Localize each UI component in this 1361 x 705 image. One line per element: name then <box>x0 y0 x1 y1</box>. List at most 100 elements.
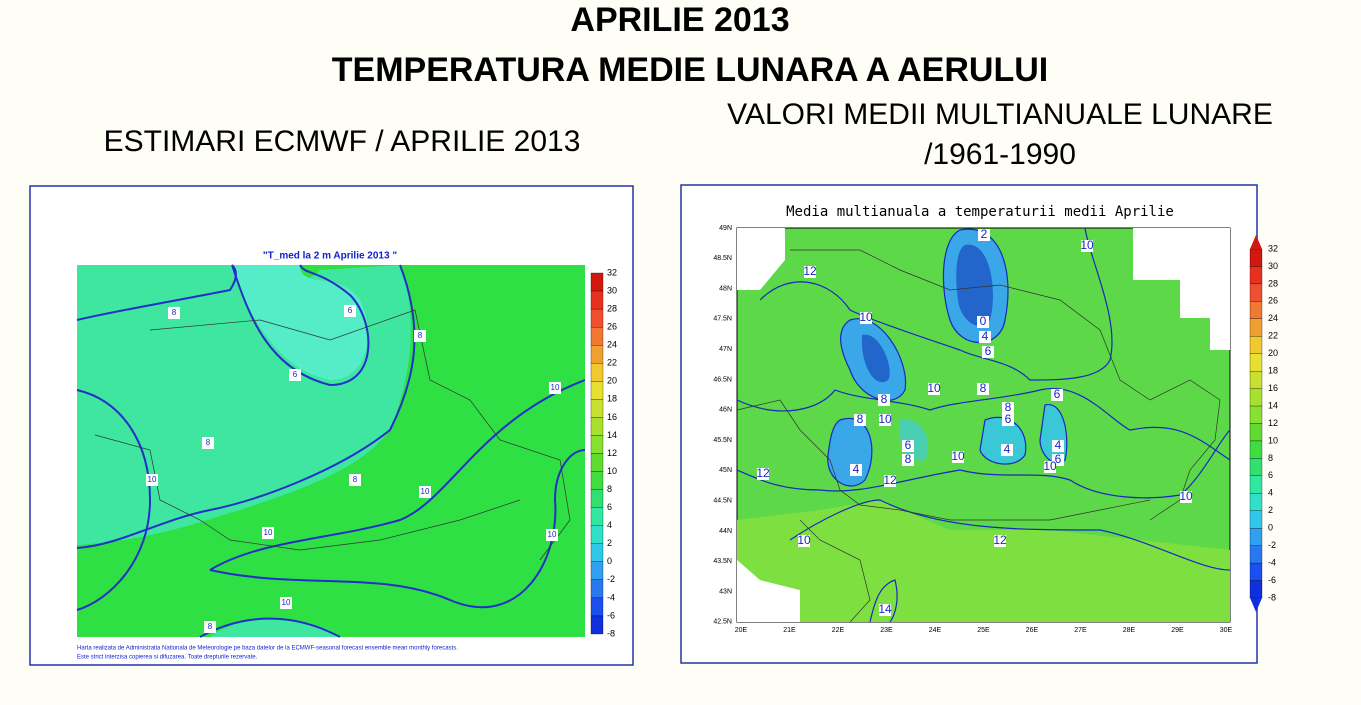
contour <box>827 417 873 487</box>
colorbar-cell <box>1249 545 1263 564</box>
lat-label: 47.5N <box>713 316 732 323</box>
contour-label: 8 <box>208 622 213 631</box>
colorbar-cell <box>1249 562 1263 581</box>
colorbar-cell <box>590 290 604 310</box>
colorbar-cell <box>590 471 604 490</box>
colorbar-label: 16 <box>607 412 617 422</box>
contour-label: 8 <box>418 331 423 340</box>
lon-label: 29E <box>1171 627 1184 634</box>
label-bg <box>204 621 216 633</box>
label-bg <box>419 486 431 498</box>
label-bg <box>1052 440 1064 452</box>
colorbar-cell <box>590 579 604 599</box>
colorbar-label: -6 <box>1268 575 1276 585</box>
contour-label: 0 <box>980 314 987 328</box>
contour-label: 8 <box>857 412 864 426</box>
colorbar-label: 4 <box>1268 488 1273 498</box>
lat-label: 49N <box>719 225 732 232</box>
label-bg <box>854 414 866 426</box>
colorbar-cell <box>590 363 604 382</box>
colorbar-label: 24 <box>1268 313 1278 323</box>
map-title: Media multianuala a temperaturii medii A… <box>786 204 1174 220</box>
colorbar-cell <box>590 543 604 562</box>
colorbar-cell <box>1249 388 1263 407</box>
colorbar-label: 28 <box>607 303 617 313</box>
colorbar-label: 12 <box>1268 418 1278 428</box>
label-bg <box>262 527 274 539</box>
contour-label: 10 <box>797 533 811 547</box>
region <box>737 500 1230 622</box>
label-bg <box>979 331 991 343</box>
no-data <box>737 228 785 290</box>
label-bg <box>878 394 890 406</box>
colorbar-cell <box>1249 318 1263 337</box>
no-data <box>737 560 800 622</box>
contour-label: 8 <box>172 308 177 317</box>
heading: VALORI MEDII MULTIANUALE LUNARE <box>727 98 1273 131</box>
colorbar-label: 32 <box>1268 243 1278 253</box>
colorbar-cell <box>590 507 604 526</box>
colorbar-label: 2 <box>607 538 612 548</box>
colorbar-cell <box>590 417 604 436</box>
colorbar-label: 2 <box>1268 505 1273 515</box>
contour-label: 4 <box>1055 438 1062 452</box>
label-bg <box>798 535 810 547</box>
colorbar-label: 30 <box>607 285 617 295</box>
contour-label: 6 <box>348 306 353 315</box>
label-bg <box>850 464 862 476</box>
colorbar-cell <box>1249 370 1263 389</box>
colorbar-label: 14 <box>607 430 617 440</box>
colorbar-cell <box>590 597 604 617</box>
colorbar-label: -4 <box>607 592 615 602</box>
contour-label: 8 <box>881 392 888 406</box>
contour-label: 10 <box>421 487 430 496</box>
label-bg <box>860 312 872 324</box>
contour-label: 14 <box>878 602 892 616</box>
contour-label: 6 <box>905 438 912 452</box>
label-bg <box>1002 414 1014 426</box>
colorbar-cell <box>590 326 604 346</box>
colorbar-cell <box>590 435 604 454</box>
colorbar-label: -6 <box>607 610 615 620</box>
no-data <box>1133 228 1230 350</box>
lon-label: 25E <box>977 627 990 634</box>
colorbar-label: 26 <box>607 322 617 332</box>
contour <box>209 379 586 571</box>
lat-label: 44N <box>719 528 732 535</box>
contour-label: 6 <box>1054 387 1061 401</box>
region <box>980 417 1026 465</box>
contour-label: 2 <box>981 227 988 241</box>
colorbar-label: 12 <box>607 448 617 458</box>
label-bg <box>202 437 214 449</box>
lon-label: 20E <box>735 627 748 634</box>
colorbar-label: 20 <box>607 376 617 386</box>
label-bg <box>884 475 896 487</box>
label-bg <box>146 474 158 486</box>
footnote: Este strict interzisa copierea si difuza… <box>77 655 258 661</box>
label-bg <box>549 382 561 394</box>
label-bg <box>978 229 990 241</box>
contour-label: 6 <box>1005 412 1012 426</box>
region <box>827 418 872 486</box>
label-bg <box>168 307 180 319</box>
colorbar-cell <box>1249 510 1263 529</box>
lon-label: 22E <box>832 627 845 634</box>
colorbar-label: 24 <box>607 340 617 350</box>
colorbar-label: -2 <box>1268 540 1276 550</box>
contour-label: 12 <box>993 533 1007 547</box>
contour-label: 12 <box>883 473 897 487</box>
colorbar-label: 10 <box>607 466 617 476</box>
label-bg <box>977 316 989 328</box>
contour <box>789 499 1231 571</box>
colorbar-cell <box>1249 301 1263 319</box>
colorbar-label: 20 <box>1268 348 1278 358</box>
label-bg <box>344 305 356 317</box>
label-bg <box>994 535 1006 547</box>
title: APRILIE 2013 <box>570 1 789 39</box>
lat-label: 44.5N <box>713 498 732 505</box>
colorbar-label: 16 <box>1268 383 1278 393</box>
contour <box>76 264 416 549</box>
colorbar-cell <box>1249 283 1263 302</box>
heading: /1961-1990 <box>924 138 1076 171</box>
